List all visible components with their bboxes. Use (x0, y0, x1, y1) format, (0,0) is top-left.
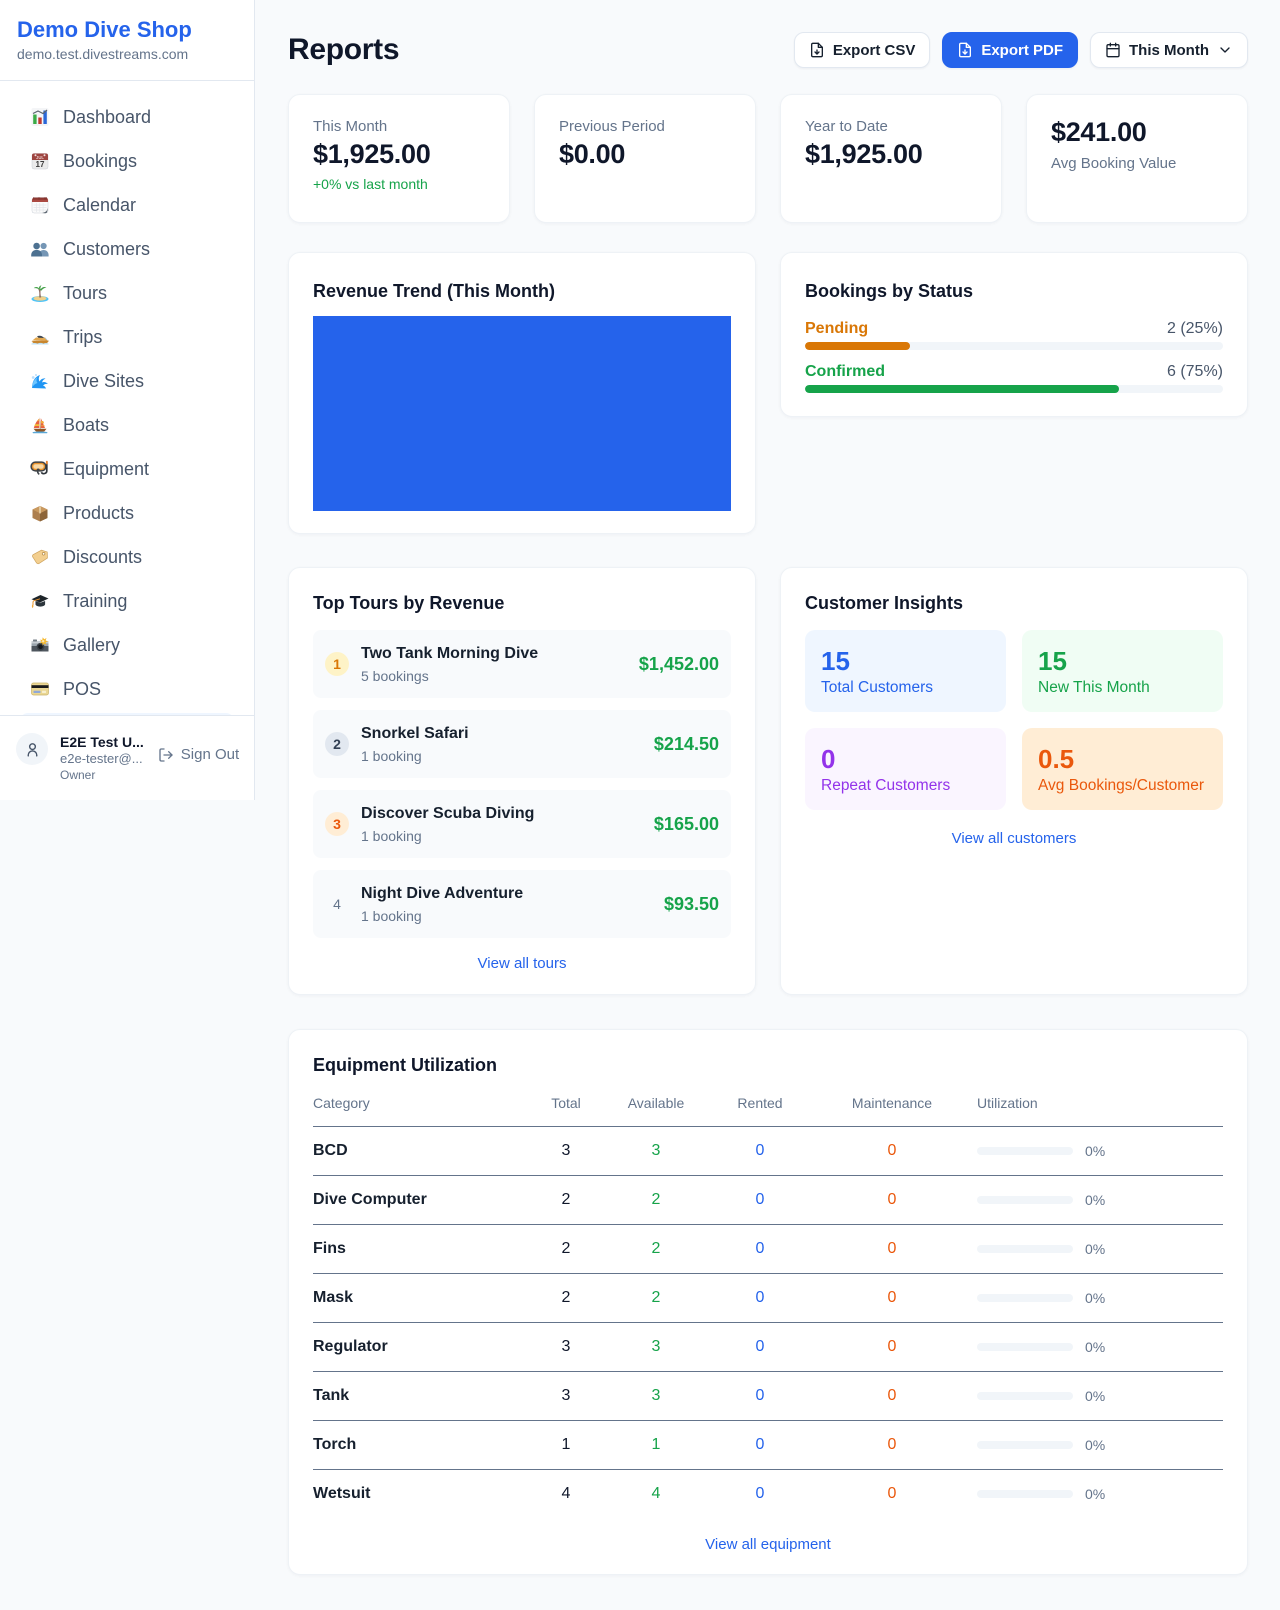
svg-text:17: 17 (36, 160, 45, 169)
svg-text:JUL: JUL (36, 155, 44, 160)
